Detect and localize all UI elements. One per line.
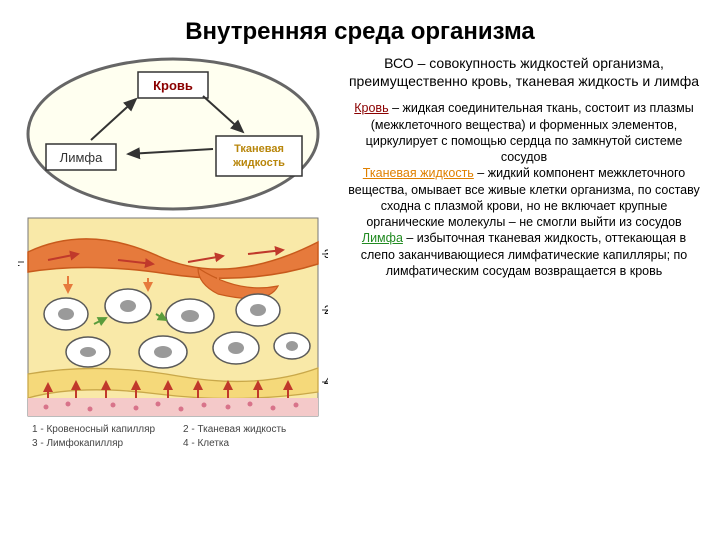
term-blood: Кровь <box>354 101 388 115</box>
label-1: 1 <box>18 255 20 269</box>
legend-2: 2 - Тканевая жидкость <box>183 424 286 435</box>
svg-text:жидкость: жидкость <box>232 157 285 169</box>
definitions: Кровь – жидкая соединительная ткань, сос… <box>346 100 702 279</box>
legend-4: 4 - Клетка <box>183 438 230 449</box>
left-panel: Кровь Лимфа Тканевая жидкость <box>18 54 328 454</box>
intro-text: ВСО – совокупность жидкостей организма, … <box>346 54 702 90</box>
blood-def: – жидкая соединительная ткань, состоит и… <box>366 101 694 164</box>
oval-lymph-label: Лимфа <box>60 150 103 165</box>
content: Кровь Лимфа Тканевая жидкость <box>0 54 720 454</box>
term-tissue: Тканевая жидкость <box>363 166 474 180</box>
tissue-diagram: 1 2 3 4 1 - Кровеносный капилляр 2 - Тка… <box>18 214 328 454</box>
term-lymph: Лимфа <box>362 231 403 245</box>
page-title: Внутренняя среда организма <box>0 0 720 54</box>
legend-3: 3 - Лимфокапилляр <box>32 437 124 449</box>
right-panel: ВСО – совокупность жидкостей организма, … <box>328 54 702 454</box>
svg-text:Тканевая: Тканевая <box>234 143 284 155</box>
oval-blood-label: Кровь <box>153 78 193 93</box>
legend-1: 1 - Кровеносный капилляр <box>32 424 156 435</box>
lymph-def: – избыточная тканевая жидкость, оттекающ… <box>361 231 688 278</box>
oval-diagram: Кровь Лимфа Тканевая жидкость <box>18 54 328 214</box>
